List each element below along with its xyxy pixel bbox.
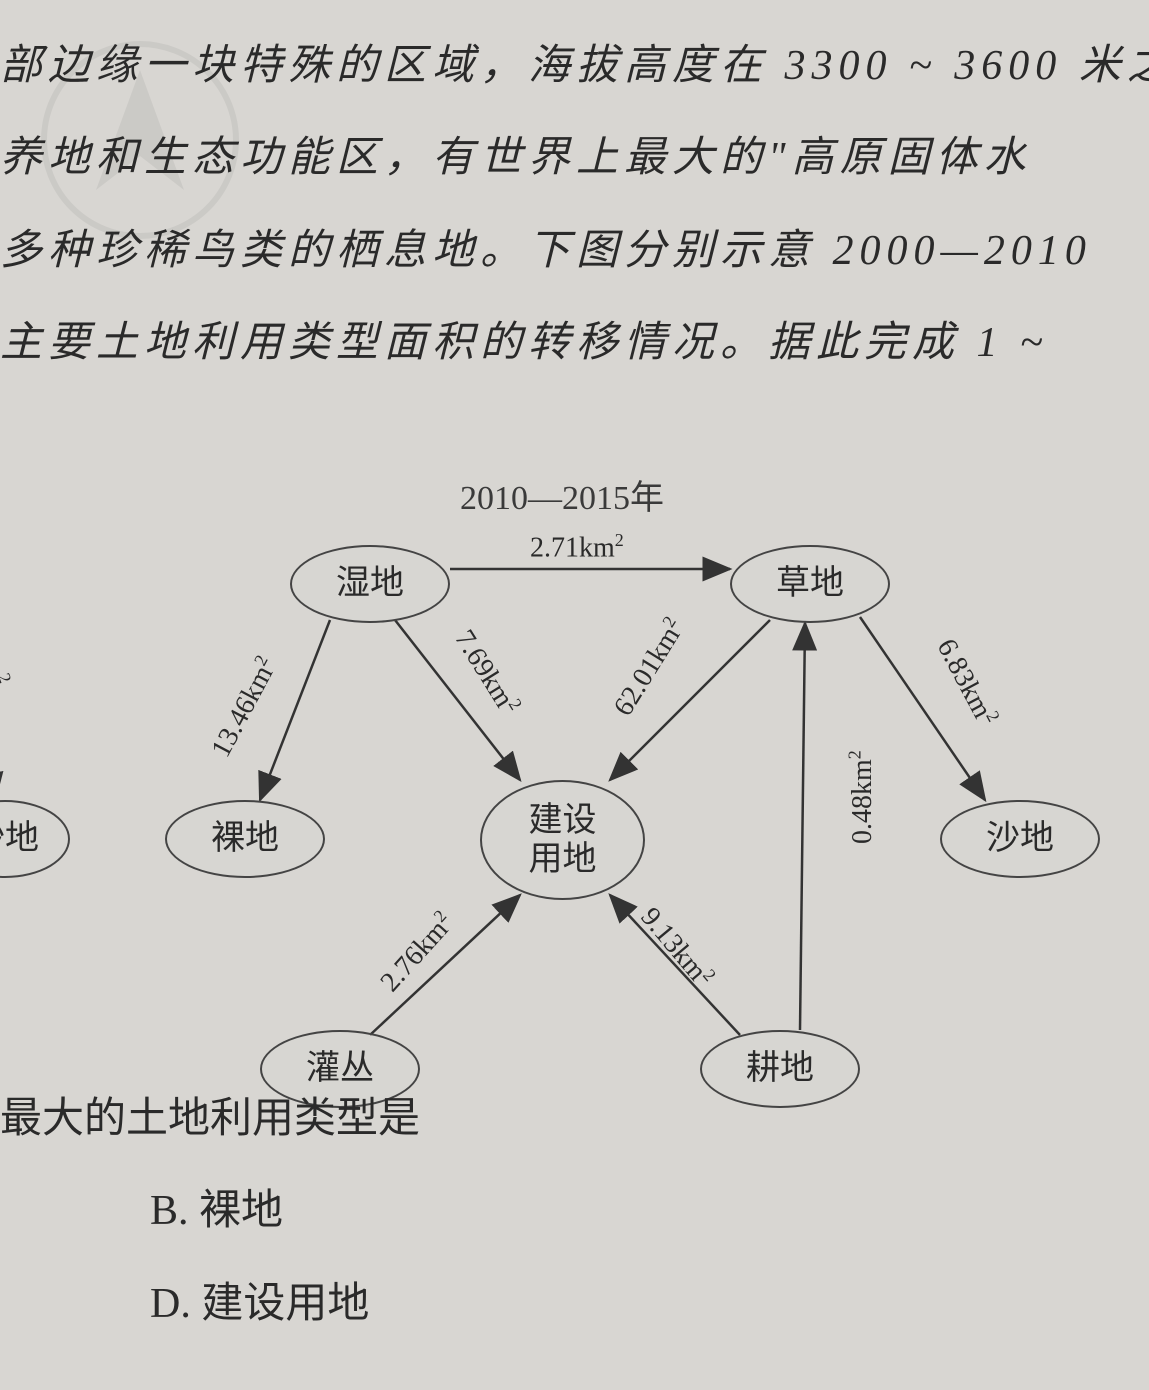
edge-label: 0.48km2 [845, 750, 879, 844]
edge-label: 2.71km2 [530, 530, 624, 564]
edge-label: 6.83km2 [930, 633, 1004, 732]
passage-line: 多种珍稀鸟类的栖息地。下图分别示意 2000—2010 [0, 205, 1129, 297]
node-sandland_right: 沙地 [940, 800, 1100, 878]
node-cropland: 耕地 [700, 1030, 860, 1108]
node-construction: 建设用地 [480, 780, 645, 900]
diagram-title: 2010—2015年 [460, 470, 664, 519]
node-bareland: 裸地 [165, 800, 325, 878]
option-d: D. 建设用地 [150, 1258, 420, 1350]
edge-label: 1km2 [0, 624, 16, 691]
passage-line: 主要土地利用类型面积的转移情况。据此完成 1 ~ [0, 297, 1129, 389]
passage-line: 部边缘一块特殊的区域，海拔高度在 3300 ~ 3600 米之 [0, 20, 1129, 112]
passage-text: 部边缘一块特殊的区域，海拔高度在 3300 ~ 3600 米之 养地和生态功能区… [0, 20, 1129, 390]
node-wetland: 湿地 [290, 545, 450, 623]
passage-line: 养地和生态功能区，有世界上最大的"高原固体水 [0, 112, 1129, 204]
question-stem: 最大的土地利用类型是 [0, 1073, 420, 1165]
edge-label: 7.69km2 [447, 623, 526, 721]
edge-label: 13.46km2 [203, 652, 284, 763]
option-b: B. 裸地 [150, 1165, 420, 1257]
question-block: 最大的土地利用类型是 B. 裸地 D. 建设用地 [0, 1073, 420, 1350]
edge-label: 2.76km2 [373, 906, 461, 999]
node-sandland_left: 沙地 [0, 800, 70, 878]
node-grassland: 草地 [730, 545, 890, 623]
edge-label: 9.13km2 [634, 900, 721, 994]
edge-label: 62.01km2 [606, 612, 692, 722]
